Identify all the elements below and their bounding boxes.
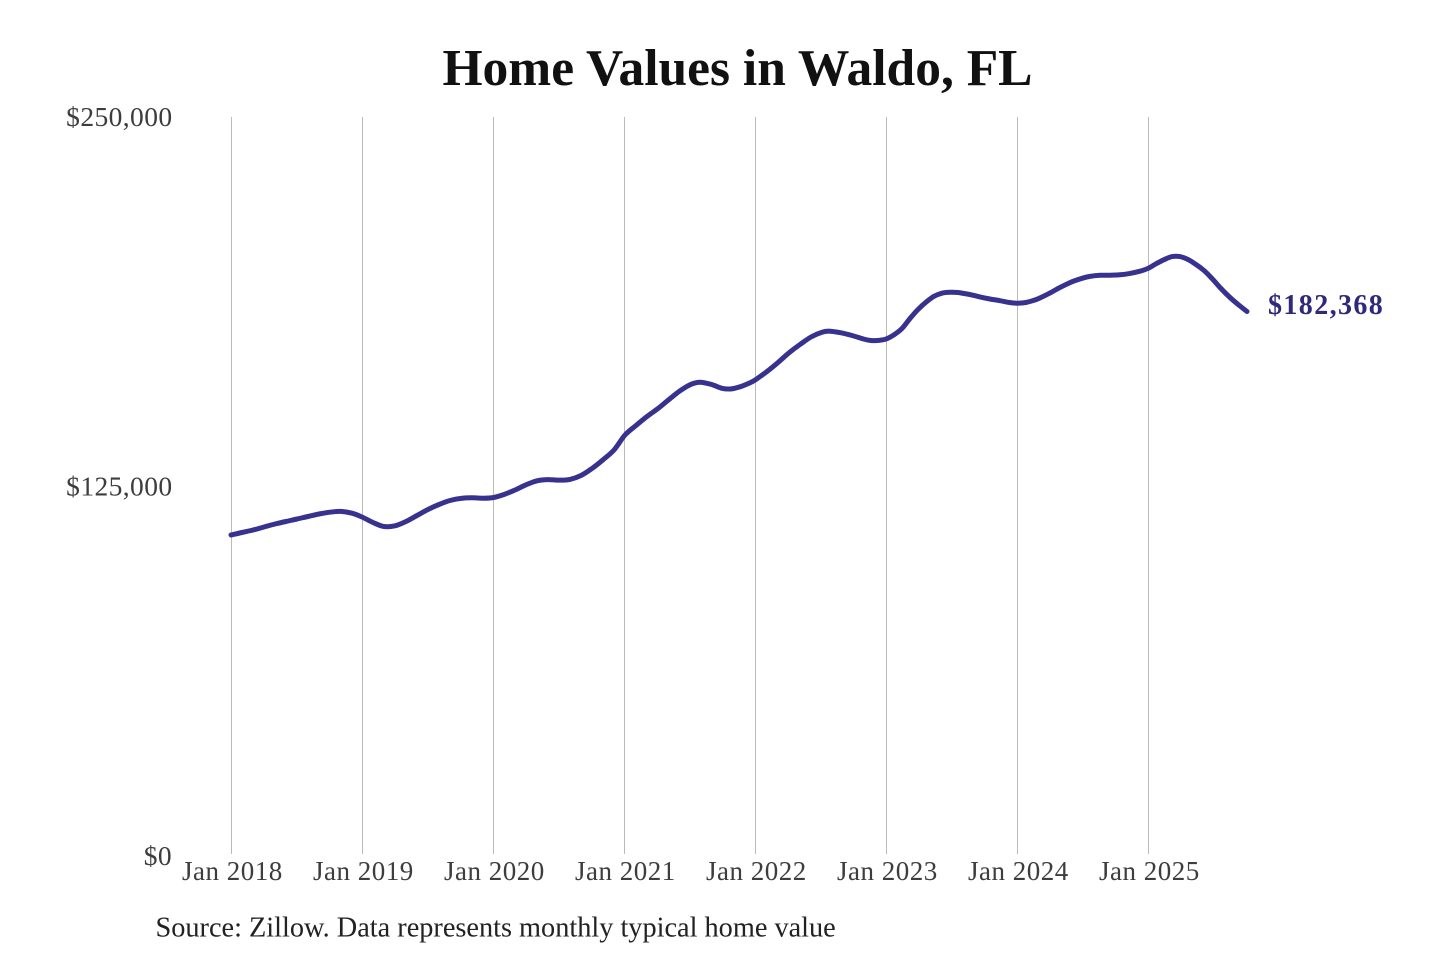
svg-text:Jan 2024: Jan 2024 [968,856,1069,886]
svg-text:$125,000: $125,000 [66,471,172,502]
svg-text:$182,368: $182,368 [1268,290,1384,321]
svg-text:Jan 2021: Jan 2021 [575,856,676,886]
svg-text:Jan 2025: Jan 2025 [1099,856,1200,886]
svg-text:Jan 2018: Jan 2018 [182,856,283,886]
svg-text:$0: $0 [144,840,172,871]
svg-text:Jan 2023: Jan 2023 [837,856,938,886]
svg-text:Jan 2020: Jan 2020 [444,856,545,886]
svg-text:Source: Zillow. Data represent: Source: Zillow. Data represents monthly … [156,913,836,944]
svg-text:Home Values in Waldo, FL: Home Values in Waldo, FL [442,40,1032,97]
svg-text:Jan 2019: Jan 2019 [313,856,414,886]
svg-text:$250,000: $250,000 [66,101,172,132]
svg-text:Jan 2022: Jan 2022 [706,856,807,886]
